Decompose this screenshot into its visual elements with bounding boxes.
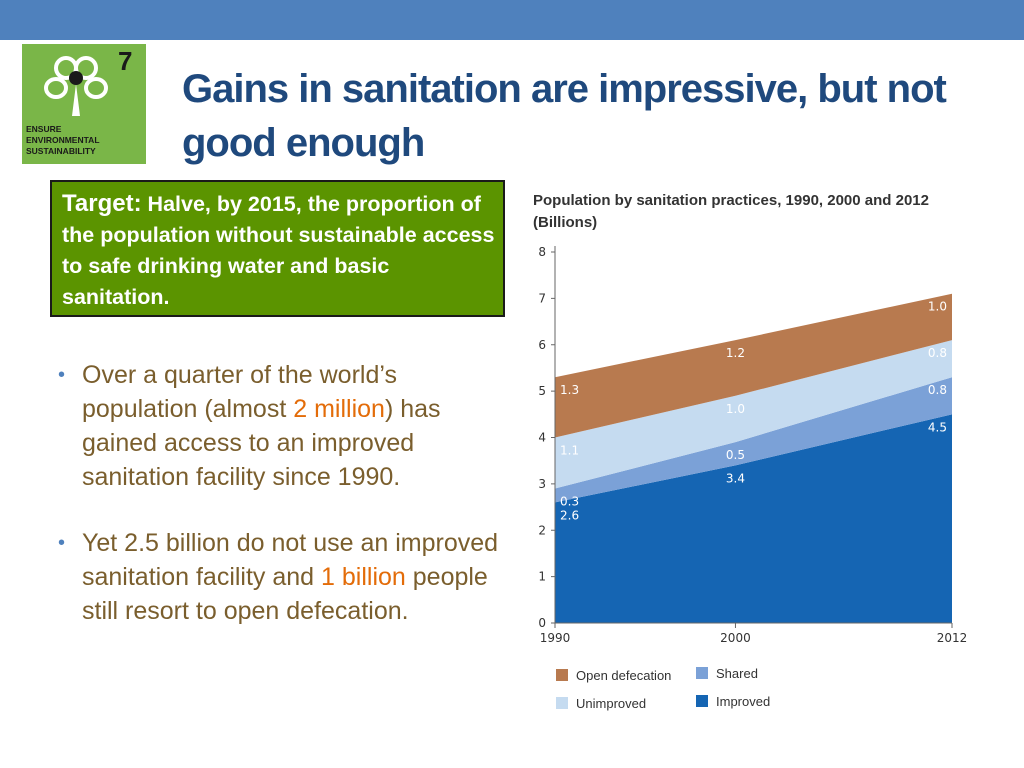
x-tick-label: 2012 [937,631,968,645]
data-label-open-defecation: 1.0 [928,300,947,314]
bullet-list: • Over a quarter of the world’s populati… [58,358,508,660]
y-tick-label: 6 [538,338,546,352]
legend-label: Open defecation [576,668,672,683]
x-tick-label: 1990 [540,631,571,645]
bullet-text: Yet 2.5 billion do not use an improved s… [82,529,499,591]
data-label-unimproved: 1.0 [726,402,745,416]
slide-title: Gains in sanitation are impressive, but … [182,67,947,165]
legend-swatch [556,697,568,709]
y-tick-label: 3 [538,477,546,491]
bullet-text: people still resort to open defecation. [82,563,488,625]
bullet-dot-icon: • [58,532,66,554]
y-tick-label: 2 [538,523,546,537]
data-label-unimproved: 1.1 [560,444,579,458]
legend-label: Improved [716,694,771,709]
bullet-text: ) has gained access to an improved sanit… [82,395,441,491]
bullet-highlight: 2 million [293,395,385,423]
y-tick-label: 5 [538,384,546,398]
area-improved [555,414,952,623]
legend-item-unimproved: Unimproved [556,696,646,711]
area-unimproved [555,340,952,489]
legend-item-open-defecation: Open defecation [556,668,671,683]
data-label-unimproved: 0.8 [928,346,947,360]
target-text: Halve, by 2015, the proportion of the po… [62,192,495,309]
data-label-shared: 0.3 [560,495,579,509]
x-tick-label: 2000 [720,631,751,645]
bullet-highlight: 1 billion [321,563,406,591]
goal-caption: ENSURE ENVIRONMENTAL SUSTAINABILITY [26,124,100,156]
chart-title: Population by sanitation practices, 1990… [533,192,929,231]
data-label-improved: 3.4 [726,471,745,485]
data-label-shared: 0.5 [726,448,745,462]
y-tick-label: 8 [538,245,546,259]
legend-item-shared: Shared [696,666,758,681]
legend-swatch [696,667,708,679]
chart-legend: Open defecation Shared Unimproved Improved [556,662,816,718]
goal-badge: 7 ENSURE ENVIRONMENTAL SUSTAINABILITY [22,44,146,164]
legend-label: Unimproved [576,696,647,711]
data-label-open-defecation: 1.3 [560,383,579,397]
target-box: Target: Halve, by 2015, the proportion o… [50,180,505,317]
legend-label: Shared [716,666,758,681]
legend-swatch [556,669,568,681]
data-label-open-defecation: 1.2 [726,346,745,360]
stacked-area-chart: 2.6 3.4 4.5 0.3 0.5 0.8 1.1 1.0 0.8 1.3 1.2 1.0 0 1 2 3… [538,245,968,645]
bullet-item: • Over a quarter of the world’s populati… [58,358,508,494]
y-tick-label: 7 [538,291,546,305]
legend-swatch [696,695,708,707]
top-bar [0,0,1024,40]
bullet-text: Over a quarter of the world’s population… [82,361,397,423]
y-tick-label: 1 [538,570,546,584]
bullet-item: • Yet 2.5 billion do not use an improved… [58,526,508,628]
area-open-defecation [555,293,952,438]
data-label-improved: 4.5 [928,420,947,434]
bullet-dot-icon: • [58,364,66,386]
area-shared [555,377,952,503]
data-label-shared: 0.8 [928,383,947,397]
legend-item-improved: Improved [696,694,770,709]
target-label: Target: [62,190,142,217]
data-label-improved: 2.6 [560,508,579,522]
tree-leaves-icon [44,56,108,116]
y-tick-label: 4 [538,431,546,445]
y-tick-label: 0 [538,616,546,630]
goal-number: 7 [118,46,133,76]
